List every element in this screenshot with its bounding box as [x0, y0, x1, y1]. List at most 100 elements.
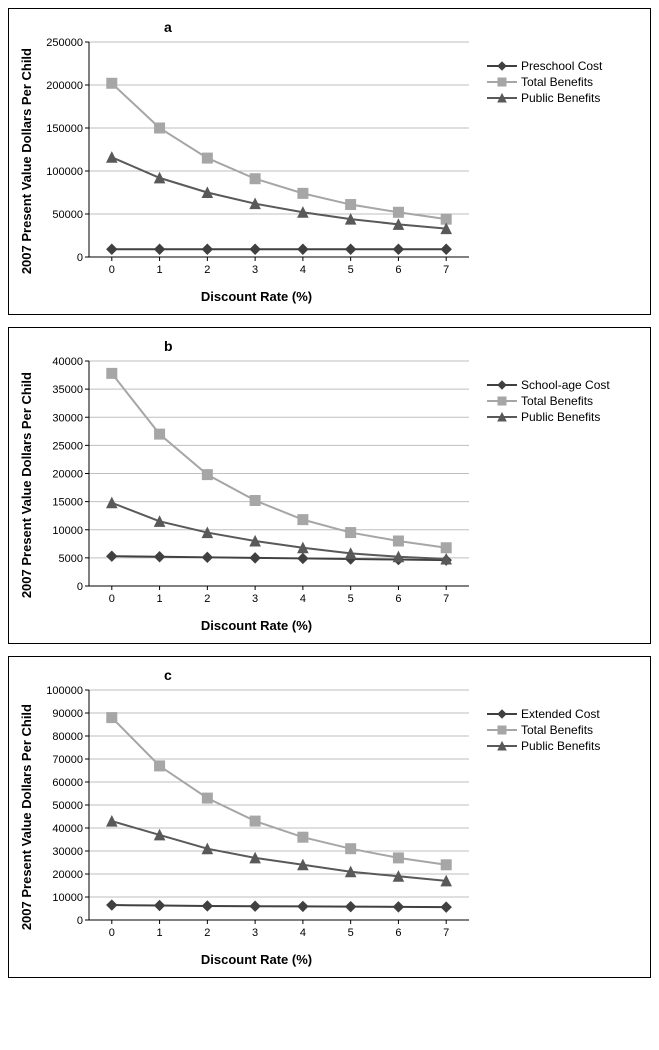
y-tick-label: 200000 — [46, 80, 83, 92]
y-tick-label: 10000 — [52, 892, 83, 904]
series-marker — [346, 528, 356, 538]
legend-item: Total Benefits — [487, 723, 600, 737]
series-marker — [202, 244, 212, 254]
series-marker — [298, 901, 308, 911]
y-tick-label: 5000 — [59, 553, 83, 565]
series-marker — [250, 244, 260, 254]
series-marker — [393, 244, 403, 254]
legend-item: Preschool Cost — [487, 59, 602, 73]
chart-svg: 0500010000150002000025000300003500040000… — [34, 356, 479, 616]
chart-panel-a: 2007 Present Value Dollars Per Child a 0 50… — [8, 8, 651, 315]
legend-label: Public Benefits — [521, 739, 600, 753]
series-line — [112, 83, 446, 219]
legend-item: School-age Cost — [487, 378, 610, 392]
series-marker — [250, 816, 260, 826]
chart-svg: 05000010000015000020000025000001234567 — [34, 37, 479, 287]
x-tick-label: 2 — [204, 927, 210, 939]
x-axis-label: Discount Rate (%) — [201, 618, 312, 633]
x-tick-label: 1 — [157, 593, 163, 605]
series-marker — [202, 793, 212, 803]
legend-item: Total Benefits — [487, 75, 602, 89]
series-marker — [250, 496, 260, 506]
x-tick-label: 6 — [395, 927, 401, 939]
legend-label: School-age Cost — [521, 378, 610, 392]
legend-label: Public Benefits — [521, 410, 600, 424]
y-tick-label: 15000 — [52, 497, 83, 509]
legend-label: Public Benefits — [521, 91, 600, 105]
panel-label: a — [164, 19, 172, 35]
series-marker — [107, 244, 117, 254]
x-tick-label: 1 — [157, 927, 163, 939]
y-tick-label: 40000 — [52, 356, 83, 368]
y-tick-label: 100000 — [46, 685, 83, 697]
panel-label: c — [164, 667, 172, 683]
series-marker — [441, 902, 451, 912]
legend-label: Preschool Cost — [521, 59, 602, 73]
y-tick-label: 90000 — [52, 708, 83, 720]
series-marker — [346, 902, 356, 912]
series-marker — [155, 429, 165, 439]
series-marker — [155, 552, 165, 562]
x-tick-label: 5 — [348, 593, 354, 605]
y-tick-label: 50000 — [52, 800, 83, 812]
x-tick-label: 7 — [443, 927, 449, 939]
series-line — [112, 157, 446, 228]
x-tick-label: 1 — [157, 264, 163, 276]
x-tick-label: 2 — [204, 593, 210, 605]
y-tick-label: 40000 — [52, 823, 83, 835]
y-tick-label: 35000 — [52, 384, 83, 396]
series-marker — [202, 153, 212, 163]
series-line — [112, 503, 446, 559]
chart-panel-c: 2007 Present Value Dollars Per Child c 0 10… — [8, 656, 651, 978]
y-tick-label: 30000 — [52, 412, 83, 424]
y-tick-label: 150000 — [46, 123, 83, 135]
series-marker — [155, 901, 165, 911]
y-axis-label: 2007 Present Value Dollars Per Child — [15, 372, 34, 598]
series-marker — [107, 498, 117, 508]
series-marker — [346, 844, 356, 854]
legend-item: Public Benefits — [487, 739, 600, 753]
x-tick-label: 0 — [109, 264, 115, 276]
chart-panel-b: 2007 Present Value Dollars Per Childb050… — [8, 327, 651, 644]
y-tick-label: 25000 — [52, 440, 83, 452]
x-tick-label: 7 — [443, 264, 449, 276]
series-marker — [250, 901, 260, 911]
legend-item: Extended Cost — [487, 707, 600, 721]
series-marker — [346, 200, 356, 210]
series-marker — [298, 553, 308, 563]
y-axis-label: 2007 Present Value Dollars Per Child — [15, 704, 34, 930]
y-tick-label: 80000 — [52, 731, 83, 743]
y-tick-label: 50000 — [52, 209, 83, 221]
y-tick-label: 100000 — [46, 166, 83, 178]
y-axis-label: 2007 Present Value Dollars Per Child — [15, 48, 34, 274]
series-marker — [155, 173, 165, 183]
x-tick-label: 0 — [109, 927, 115, 939]
series-marker — [202, 552, 212, 562]
legend-item: Public Benefits — [487, 410, 610, 424]
x-tick-label: 5 — [348, 264, 354, 276]
y-tick-label: 70000 — [52, 754, 83, 766]
legend-label: Total Benefits — [521, 394, 593, 408]
y-tick-label: 250000 — [46, 37, 83, 49]
series-marker — [107, 368, 117, 378]
series-line — [112, 718, 446, 865]
series-marker — [155, 123, 165, 133]
series-marker — [346, 244, 356, 254]
series-marker — [202, 470, 212, 480]
y-tick-label: 60000 — [52, 777, 83, 789]
series-marker — [298, 832, 308, 842]
chart-svg: 0100002000030000400005000060000700008000… — [34, 685, 479, 950]
panel-label: b — [164, 338, 173, 354]
series-marker — [107, 900, 117, 910]
series-marker — [441, 860, 451, 870]
y-tick-label: 30000 — [52, 846, 83, 858]
series-marker — [155, 761, 165, 771]
series-marker — [441, 543, 451, 553]
series-marker — [107, 551, 117, 561]
series-marker — [155, 244, 165, 254]
x-tick-label: 4 — [300, 927, 306, 939]
legend: School-age Cost Total Benefits Public Bene… — [487, 378, 610, 426]
legend: Extended Cost Total Benefits Public Benefi… — [487, 707, 600, 755]
series-marker — [441, 244, 451, 254]
series-marker — [107, 713, 117, 723]
